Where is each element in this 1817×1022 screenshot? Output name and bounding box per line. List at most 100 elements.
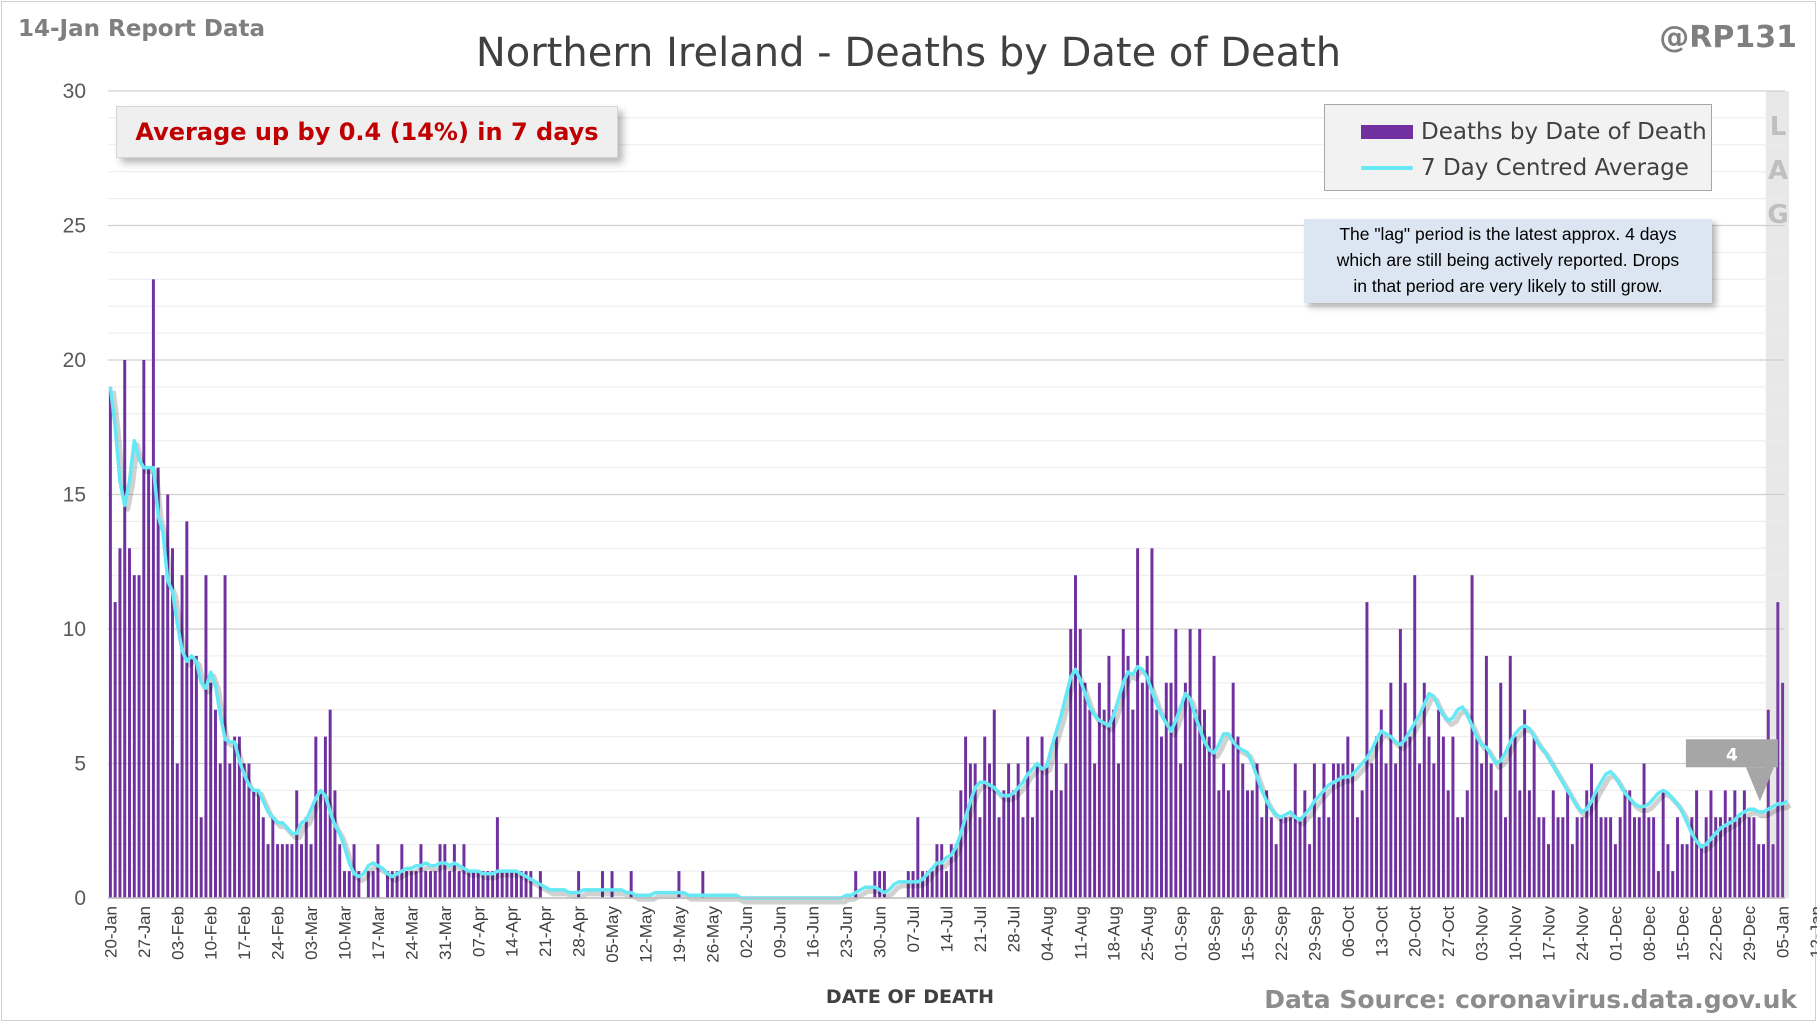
bar [1427,736,1431,898]
bar [481,871,485,898]
legend-line-label: 7 Day Centred Average [1421,155,1689,181]
bar [462,844,466,898]
x-tick-label: 29-Dec [1740,906,1759,961]
bar [1289,817,1292,898]
x-tick-label: 05-Jan [1774,906,1793,958]
bar [1265,790,1269,898]
bar [295,790,299,898]
bar [1766,709,1770,898]
bar [945,871,948,898]
bar [882,871,886,898]
bar [147,467,151,898]
bar [1164,682,1168,898]
bar [1179,763,1183,898]
bar [1293,763,1297,898]
bar [156,467,160,898]
bar [1403,682,1407,898]
bar [376,844,380,898]
bar [1332,763,1335,898]
bar [1523,709,1527,898]
bar [1093,763,1097,898]
bar [333,790,337,898]
bar [1212,655,1216,898]
bar [338,844,342,898]
bar [1422,682,1426,898]
bar [1604,817,1608,898]
bar [151,279,155,898]
bar [276,844,280,898]
bar [524,871,528,898]
legend-item-bars: Deaths by Date of Death [1361,119,1707,145]
bar [113,602,117,898]
bar [1733,790,1737,898]
x-tick-label: 08-Sep [1205,906,1224,961]
x-tick-label: 14-Apr [503,906,522,957]
bar [204,575,208,898]
x-tick-label: 02-Jun [737,906,756,958]
bar [1360,790,1364,898]
bar [1007,763,1011,898]
bar [1040,736,1044,898]
x-tick-label: 22-Dec [1707,906,1726,961]
y-tick-label: 15 [63,484,86,507]
bar [1131,709,1135,898]
x-tick-label: 07-Jul [904,906,923,952]
bar [1074,575,1077,898]
bar [1064,763,1068,898]
x-tick-label: 26-May [703,906,722,963]
y-tick-label: 10 [63,618,86,641]
bar [1241,763,1245,898]
bar [610,871,614,898]
bar [911,871,915,898]
chart-title: Northern Ireland - Deaths by Date of Dea… [475,30,1342,76]
bar [405,871,409,898]
bar [1054,736,1058,898]
legend-bar-swatch [1361,125,1413,139]
bar [309,844,313,898]
bar [1432,763,1436,898]
bar [1709,790,1713,898]
x-tick-label: 05-May [603,906,622,963]
x-tick-label: 10-Feb [202,906,221,960]
bar [1666,844,1670,898]
legend-item-average: 7 Day Centred Average [1361,155,1689,181]
bar [1011,790,1015,898]
bar [486,871,490,898]
x-tick-label: 12-May [637,906,656,963]
bar [429,871,432,898]
bar [199,817,203,898]
bar [1527,790,1531,898]
bar [1183,682,1187,898]
bar [1537,817,1541,898]
bar [443,844,447,898]
bar [1671,871,1675,898]
average-line-shadow [110,390,1792,905]
x-tick-label: 03-Nov [1473,906,1492,961]
bar [949,844,953,898]
bar [1738,817,1742,898]
bar [1198,629,1202,898]
x-tick-label: 28-Apr [570,906,589,957]
bar [1494,790,1498,898]
lag-letter: G [1767,200,1789,230]
bar [1174,629,1178,898]
bar [424,871,428,898]
bar [300,844,303,898]
bar [1035,763,1039,898]
bar [1231,682,1235,898]
bar [261,817,265,898]
bar [1518,790,1522,898]
bar [1260,817,1264,898]
x-tick-label: 10-Mar [336,906,355,960]
bar [1599,817,1603,898]
lag-letter: A [1767,156,1789,186]
bar [1719,817,1722,898]
bar [916,817,920,898]
bar [1312,763,1316,898]
bar [1413,575,1417,898]
lag-letter: L [1769,112,1787,142]
bar [1480,763,1484,898]
bar [1160,736,1163,898]
bar [1575,817,1579,898]
bar [1618,817,1622,898]
